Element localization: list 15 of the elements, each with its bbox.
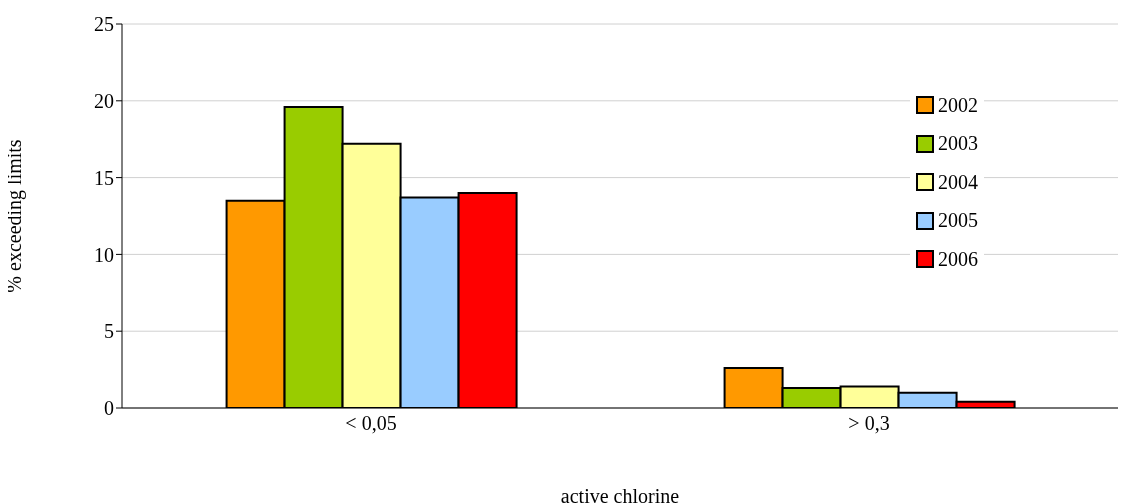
legend-label: 2006: [938, 247, 978, 271]
y-tick-label: 5: [104, 320, 114, 343]
x-tick-label: < 0,05: [345, 412, 397, 435]
y-axis-title: % exceeding limits: [3, 139, 27, 293]
legend-label: 2002: [938, 93, 978, 117]
legend-label: 2003: [938, 132, 978, 156]
x-axis-title: active chlorine: [560, 485, 680, 503]
legend-label: 2004: [938, 170, 978, 194]
y-tick-label: 10: [94, 243, 114, 266]
y-tick-label: 0: [104, 397, 114, 420]
y-tick-label: 25: [94, 13, 114, 36]
y-tick-label: 15: [94, 166, 114, 189]
y-tick-label: 20: [94, 89, 114, 112]
x-tick-label: > 0,3: [848, 412, 890, 435]
legend-label: 2005: [938, 209, 978, 233]
